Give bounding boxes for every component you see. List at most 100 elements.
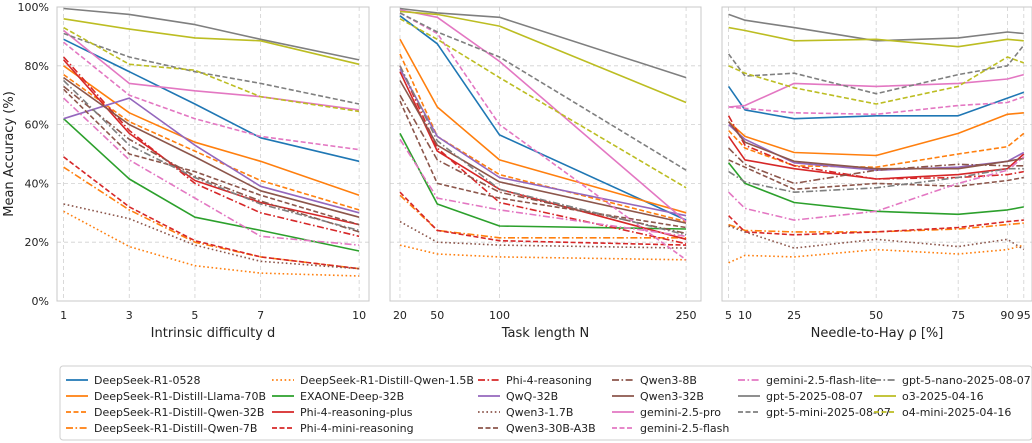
x-tick-label: 7 [257,309,264,322]
series-line-Phi-4-reasoning-plus [63,59,360,226]
legend-label: gemini-2.5-pro [640,406,721,419]
x-axis-label: Task length N [501,326,589,341]
series-line-gpt-5-mini-2025-08-07 [727,44,1025,95]
series-line-o3-2025-04-16 [399,10,687,104]
panel-1: 1 3 5 7 100%20%40%60%80%100%Intrinsic diffic… [2,1,370,341]
series-line-DeepSeek-R1-0528 [727,85,1025,120]
y-tick-label: 40% [25,177,49,190]
y-tick-label: 20% [25,236,49,249]
legend-label: Qwen3-8B [640,374,697,387]
series-line-gemini-2.5-flash [399,12,687,261]
series-line-gemini-2.5-flash [728,95,1025,116]
series-line-o3-2025-04-16 [728,26,1024,48]
series-line-o3-2025-04-16 [63,18,360,66]
x-tick-label: 3 [126,309,133,322]
series-line-gpt-5-nano-2025-08-07 [63,79,360,232]
legend-label: gpt-5-2025-08-07 [766,390,863,403]
x-tick-label: 100 [489,309,510,322]
series-line-gpt-5-mini-2025-08-07 [63,32,360,105]
series-line-Phi-4-mini-reasoning [399,191,687,246]
series-line-Qwen3-32B [399,80,687,224]
series-line-DeepSeek-R1-Distill-Qwen-7B [728,222,1024,233]
series-line-Qwen3-30B-A3B [728,159,1024,191]
series-line-Qwen3-8B [63,85,360,233]
x-tick-label: 5 [725,309,732,322]
legend-label: Phi-4-reasoning-plus [300,406,413,419]
series-line-Qwen3-1.7B [399,220,687,249]
legend-label: Phi-4-reasoning [506,374,592,387]
series-line-Phi-4-reasoning [63,56,360,238]
x-tick-label: 10 [352,309,366,322]
x-tick-label: 25 [787,309,801,322]
legend-label: gemini-2.5-flash [640,422,729,435]
series-line-DeepSeek-R1-Distill-Qwen-7B [63,166,360,270]
x-tick-label: 20 [393,309,407,322]
series-line-DeepSeek-R1-0528 [399,15,687,221]
series-line-QwQ-32B [63,97,360,214]
x-axis-label: Intrinsic difficulty d [151,326,276,341]
legend-label: EXAONE-Deep-32B [300,390,404,403]
legend-label: DeepSeek-R1-0528 [94,374,200,387]
legend-label: Qwen3-32B [640,390,704,403]
legend-label: Qwen3-1.7B [506,406,573,419]
series-line-gpt-5-2025-08-07 [63,7,360,61]
series-line-DeepSeek-R1-Distill-Qwen-1.5B [728,244,1025,264]
series-line-DeepSeek-R1-Distill-Qwen-1.5B [63,210,360,277]
legend-label: DeepSeek-R1-Distill-Qwen-1.5B [300,374,474,387]
x-tick-label: 50 [869,309,883,322]
series-line-o4-mini-2025-04-16 [728,56,1025,105]
panel-3: 5 10 25 50 75 90 95 Needle-to-Hay ρ [%] [721,6,1032,341]
series-line-DeepSeek-R1-Distill-Llama-70B [399,38,687,214]
series-line-Phi-4-mini-reasoning [63,156,360,270]
series-line-DeepSeek-R1-Distill-Qwen-7B [399,194,687,239]
series-line-Qwen3-32B [727,121,1024,170]
series-line-gpt-5-nano-2025-08-07 [728,167,1024,193]
x-tick-label: 5 [191,309,198,322]
x-tick-label: 90 [1000,309,1014,322]
legend-label: o4-mini-2025-04-16 [902,406,1011,419]
legend-label: DeepSeek-R1-Distill-Llama-70B [94,390,266,403]
series-line-gemini-2.5-flash-lite [63,97,360,246]
x-axis-label: Needle-to-Hay ρ [%] [811,326,944,341]
series-line-gpt-5-mini-2025-08-07 [399,12,687,171]
y-tick-label: 60% [25,119,49,132]
series-line-Phi-4-reasoning [727,115,1024,180]
series-line-Qwen3-32B [63,76,360,218]
x-tick-label: 250 [676,309,697,322]
x-tick-label: 75 [951,309,965,322]
legend-label: DeepSeek-R1-Distill-Qwen-32B [94,406,264,419]
series-line-DeepSeek-R1-Distill-Qwen-32B [63,73,360,211]
series-line-EXAONE-Deep-32B [399,133,687,230]
series-line-gemini-2.5-flash-lite [728,156,1025,221]
panel-2: 20 50 100 250 Task length N [389,6,702,341]
y-axis-label: Mean Accuracy (%) [2,91,17,217]
series-line-Qwen3-1.7B [728,225,1025,251]
x-tick-label: 10 [738,309,752,322]
legend-label: Qwen3-30B-A3B [506,422,596,435]
axes-frame [721,6,1032,302]
series-line-o4-mini-2025-04-16 [63,26,360,113]
legend: DeepSeek-R1-0528 DeepSeek-R1-Distill-Llam… [59,365,1032,441]
legend-label: gemini-2.5-flash-lite [766,374,877,387]
x-tick-label: 50 [430,309,444,322]
x-tick-label: 1 [60,309,67,322]
series-line-gpt-5-nano-2025-08-07 [399,65,687,236]
series-line-gemini-2.5-pro [63,29,360,111]
y-tick-label: 100% [18,1,49,14]
y-tick-label: 0% [32,295,49,308]
y-tick-label: 80% [25,60,49,73]
legend-label: gpt-5-mini-2025-08-07 [766,406,891,419]
series-line-DeepSeek-R1-Distill-Qwen-32B [399,53,687,223]
legend-frame [59,365,1032,441]
series-line-gemini-2.5-pro [728,73,1025,108]
legend-label: DeepSeek-R1-Distill-Qwen-7B [94,422,257,435]
series-line-DeepSeek-R1-Distill-Qwen-32B [728,129,1025,168]
series-line-DeepSeek-R1-0528 [63,38,360,163]
series-line-DeepSeek-R1-Distill-Llama-70B [728,112,1024,157]
legend-label: o3-2025-04-16 [902,390,984,403]
series-line-Qwen3-8B [728,147,1024,185]
series-line-gpt-5-2025-08-07 [728,13,1024,42]
legend-label: QwQ-32B [506,390,558,403]
series-line-o4-mini-2025-04-16 [399,18,687,189]
